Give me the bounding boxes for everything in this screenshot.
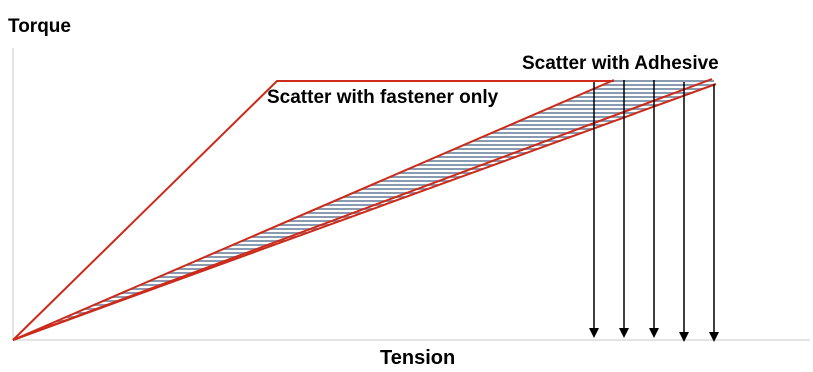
fastener-scatter-label: Scatter with fastener only: [267, 87, 499, 108]
adhesive-lower-line-1: [12, 78, 713, 341]
x-axis-label: Tension: [380, 347, 456, 369]
y-axis-label: Torque: [8, 16, 71, 37]
adhesive-lower-line-2: [12, 83, 717, 341]
fastener-scatter-line: [12, 80, 614, 341]
adhesive-upper-line: [12, 79, 615, 341]
adhesive-scatter-label: Scatter with Adhesive: [522, 53, 719, 74]
